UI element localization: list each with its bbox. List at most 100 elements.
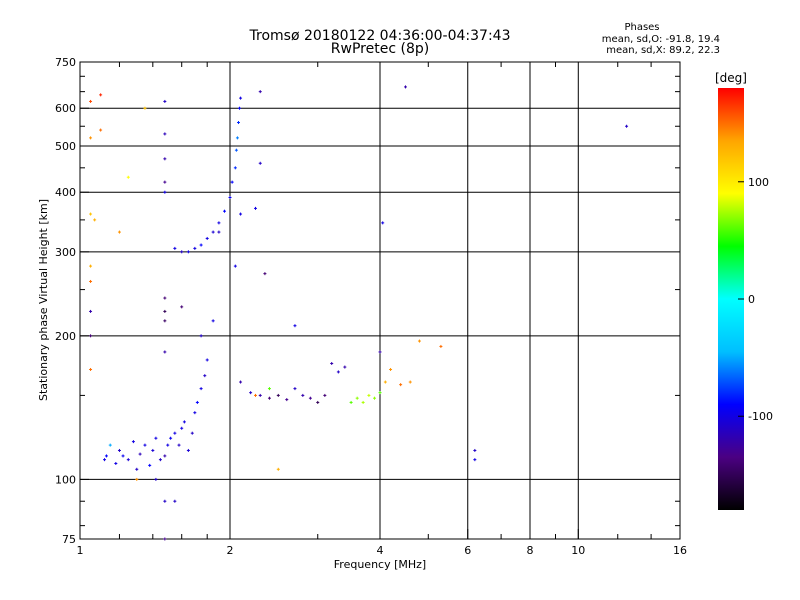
echo-point — [233, 264, 237, 268]
echo-point — [223, 209, 227, 213]
echo-point — [238, 106, 242, 110]
echo-point — [258, 90, 262, 94]
echo-point — [473, 458, 477, 462]
y-tick-label: 75 — [62, 533, 76, 546]
echo-point — [163, 350, 167, 354]
echo-point — [89, 367, 93, 371]
echo-point — [258, 161, 262, 165]
echo-point — [211, 230, 215, 234]
echo-point — [199, 387, 203, 391]
echo-point — [336, 370, 340, 374]
echo-point — [151, 448, 155, 452]
echo-point — [190, 431, 194, 435]
echo-point — [378, 350, 382, 354]
echo-point — [199, 334, 203, 338]
echo-point — [114, 461, 118, 465]
echo-point — [126, 458, 130, 462]
echo-point — [217, 230, 221, 234]
echo-point — [378, 391, 382, 395]
echo-point — [203, 374, 207, 378]
echo-point — [349, 400, 353, 404]
x-tick-label: 10 — [571, 544, 585, 557]
x-tick-label: 1 — [77, 544, 84, 557]
echo-point — [126, 175, 130, 179]
echo-point — [408, 380, 412, 384]
x-tick-label: 2 — [227, 544, 234, 557]
echo-point — [173, 431, 177, 435]
echo-point — [267, 396, 271, 400]
echo-point — [323, 393, 327, 397]
echo-point — [230, 180, 234, 184]
echo-point — [367, 393, 371, 397]
echo-point — [276, 393, 280, 397]
echo-point — [285, 398, 289, 402]
echo-point — [89, 309, 93, 313]
echo-point — [293, 324, 297, 328]
echo-point — [163, 537, 167, 541]
echo-point — [158, 458, 162, 462]
echo-point — [199, 243, 203, 247]
echo-point — [89, 212, 93, 216]
echo-point — [439, 344, 443, 348]
echo-point — [163, 296, 167, 300]
echo-point — [239, 96, 243, 100]
echo-point — [154, 436, 158, 440]
echo-point — [239, 212, 243, 216]
echo-point — [263, 272, 267, 276]
echo-point — [234, 148, 238, 152]
echo-point — [163, 499, 167, 503]
y-tick-label: 400 — [55, 186, 76, 199]
echo-point — [89, 279, 93, 283]
y-tick-label: 100 — [55, 473, 76, 486]
echo-point — [89, 99, 93, 103]
y-tick-label: 600 — [55, 102, 76, 115]
y-tick-label: 500 — [55, 140, 76, 153]
phases-heading: Phases — [624, 22, 659, 33]
x-axis-label: Frequency [MHz] — [334, 558, 426, 571]
echo-point — [625, 124, 629, 128]
echo-point — [308, 396, 312, 400]
echo-point — [173, 499, 177, 503]
echo-point — [399, 383, 403, 387]
echo-point — [249, 391, 253, 395]
echo-point — [473, 448, 477, 452]
echo-point — [186, 448, 190, 452]
colorbar-ticks: 100 0 -100 — [738, 176, 773, 423]
echo-point — [154, 477, 158, 481]
chart-subtitle: RwPretec (8p) — [331, 41, 429, 57]
echo-point — [182, 420, 186, 424]
echo-point — [293, 387, 297, 391]
echo-point — [163, 309, 167, 313]
echo-point — [343, 365, 347, 369]
echo-point — [89, 264, 93, 268]
echo-point — [148, 463, 152, 467]
echo-point — [253, 206, 257, 210]
echo-point — [403, 85, 407, 89]
y-tick-label: 750 — [55, 56, 76, 69]
echo-point — [143, 106, 147, 110]
echo-point — [163, 99, 167, 103]
echo-point — [163, 190, 167, 194]
echo-point — [99, 128, 103, 132]
echo-point — [361, 400, 365, 404]
x-tick-label: 6 — [464, 544, 471, 557]
echo-point — [417, 339, 421, 343]
echo-point — [169, 436, 173, 440]
echo-point — [195, 400, 199, 404]
echo-point — [193, 411, 197, 415]
echo-point — [163, 319, 167, 323]
echo-point — [211, 319, 215, 323]
echo-point — [267, 387, 271, 391]
echo-point — [373, 396, 377, 400]
x-tick-label: 8 — [527, 544, 534, 557]
echo-points — [89, 85, 629, 541]
colorbar-tick-label: -100 — [748, 410, 773, 423]
x-tick-label: 16 — [673, 544, 687, 557]
echo-point — [163, 132, 167, 136]
echo-point — [166, 443, 170, 447]
echo-point — [180, 305, 184, 309]
echo-point — [108, 443, 112, 447]
echo-point — [301, 393, 305, 397]
echo-point — [117, 230, 121, 234]
